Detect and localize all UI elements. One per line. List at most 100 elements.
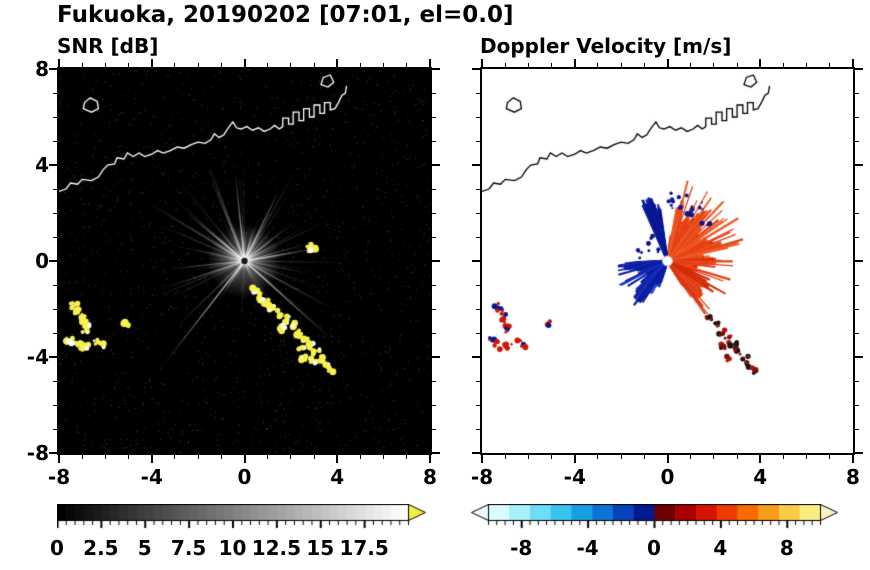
axis-tick	[620, 453, 622, 459]
axis-tick	[430, 236, 436, 238]
axis-tick	[81, 63, 83, 69]
snr-panel-title: SNR [dB]	[57, 34, 159, 58]
axis-tick	[643, 453, 645, 459]
x-tick-label: -4	[140, 465, 163, 489]
axis-tick	[128, 453, 130, 459]
axis-tick	[476, 284, 482, 286]
colorbar-tick-label: 10	[218, 536, 247, 560]
axis-tick	[430, 92, 436, 94]
axis-tick	[666, 453, 669, 463]
axis-tick	[243, 59, 246, 69]
axis-tick	[597, 453, 599, 459]
axis-tick	[853, 428, 859, 430]
axis-tick	[853, 404, 859, 406]
axis-tick	[429, 453, 431, 463]
axis-tick	[49, 164, 59, 166]
axis-tick	[429, 59, 431, 69]
axis-tick	[829, 63, 831, 69]
axis-tick	[430, 332, 436, 334]
axis-tick	[53, 116, 59, 118]
axis-tick	[430, 260, 440, 262]
axis-tick	[481, 453, 483, 463]
axis-tick	[336, 59, 339, 69]
axis-tick	[313, 453, 315, 459]
x-tick-label: -8	[470, 465, 494, 489]
axis-tick	[430, 140, 436, 142]
axis-tick	[481, 59, 483, 69]
doppler-colorbar: -8 -4 0 4 8	[470, 504, 862, 566]
axis-tick	[58, 59, 60, 69]
axis-tick	[504, 453, 506, 459]
colorbar-tick-label: -4	[576, 536, 599, 560]
axis-tick	[104, 63, 106, 69]
axis-tick	[690, 453, 692, 459]
axis-tick	[53, 212, 59, 214]
axis-tick	[476, 428, 482, 430]
snr-colorbar-canvas	[57, 504, 429, 530]
axis-tick	[853, 140, 859, 142]
colorbar-tick-label: 4	[713, 536, 728, 560]
doppler-panel: -8 -4 0 4 8	[471, 59, 863, 489]
colorbar-tick-label: 17.5	[339, 536, 389, 560]
axis-tick	[174, 453, 176, 459]
axis-tick	[852, 453, 854, 463]
axis-tick	[128, 63, 130, 69]
axis-tick	[527, 453, 529, 459]
axis-tick	[53, 428, 59, 430]
axis-tick	[430, 428, 436, 430]
axis-tick	[852, 59, 854, 69]
axis-tick	[49, 260, 59, 262]
axis-tick	[853, 92, 859, 94]
snr-colorbar: 0 2.5 5 7.5 10 12.5 15 17.5	[50, 504, 449, 566]
axis-tick	[49, 452, 59, 454]
axis-tick	[383, 453, 385, 459]
axis-tick	[53, 140, 59, 142]
axis-tick	[58, 453, 60, 463]
axis-tick	[736, 453, 738, 459]
axis-tick	[53, 332, 59, 334]
x-tick-label: 8	[423, 465, 437, 489]
axis-tick	[49, 68, 59, 70]
figure-title: Fukuoka, 20190202 [07:01, el=0.0]	[57, 2, 514, 28]
axis-tick	[551, 453, 553, 459]
axis-tick	[527, 63, 529, 69]
axis-tick	[53, 92, 59, 94]
axis-tick	[220, 453, 222, 459]
axis-tick	[782, 453, 784, 459]
axis-tick	[551, 63, 553, 69]
y-tick-label: -4	[26, 345, 49, 369]
axis-tick	[476, 404, 482, 406]
axis-tick	[430, 116, 436, 118]
axis-tick	[313, 63, 315, 69]
axis-tick	[174, 63, 176, 69]
x-tick-label: 0	[237, 465, 252, 489]
x-tick-label: -8	[47, 465, 71, 489]
axis-tick	[853, 236, 859, 238]
axis-tick	[853, 260, 863, 262]
axis-tick	[476, 380, 482, 382]
axis-tick	[53, 308, 59, 310]
axis-tick	[853, 284, 859, 286]
axis-tick	[476, 308, 482, 310]
axis-tick	[476, 92, 482, 94]
x-tick-label: 4	[330, 465, 345, 489]
axis-tick	[150, 453, 153, 463]
axis-tick	[430, 212, 436, 214]
axis-tick	[853, 68, 863, 70]
axis-tick	[336, 453, 339, 463]
axis-tick	[53, 284, 59, 286]
axis-tick	[243, 453, 246, 463]
y-tick-label: 0	[35, 249, 49, 273]
doppler-colorbar-canvas	[470, 504, 842, 530]
axis-tick	[290, 453, 292, 459]
axis-tick	[643, 63, 645, 69]
axis-tick	[430, 404, 436, 406]
axis-tick	[759, 453, 762, 463]
colorbar-tick-label: 0	[50, 536, 64, 560]
axis-tick	[853, 356, 863, 358]
y-tick-label: -8	[26, 441, 49, 465]
colorbar-tick-label: 15	[306, 536, 335, 560]
axis-tick	[853, 452, 863, 454]
axis-tick	[53, 404, 59, 406]
axis-tick	[476, 188, 482, 190]
